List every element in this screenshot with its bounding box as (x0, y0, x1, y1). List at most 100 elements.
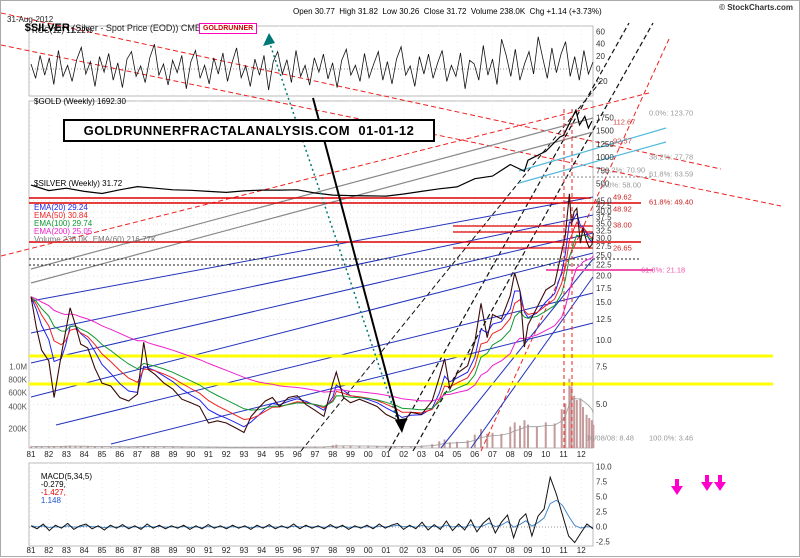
svg-text:01: 01 (382, 450, 391, 459)
svg-text:09: 09 (524, 546, 533, 555)
svg-text:00: 00 (364, 450, 373, 459)
svg-text:12.5: 12.5 (596, 315, 612, 324)
svg-text:10/08/08: 8.48: 10/08/08: 8.48 (586, 434, 634, 443)
svg-text:82: 82 (44, 450, 53, 459)
svg-text:32.5: 32.5 (596, 226, 612, 235)
ema200-legend: EMA(200) 25.05 (34, 227, 93, 236)
svg-text:5.0: 5.0 (596, 400, 608, 409)
svg-text:90: 90 (186, 546, 195, 555)
svg-text:85: 85 (98, 546, 107, 555)
svg-text:750: 750 (596, 166, 610, 175)
svg-text:-20: -20 (596, 77, 608, 86)
svg-text:98: 98 (328, 450, 337, 459)
svg-text:800K: 800K (8, 376, 27, 385)
svg-text:61.8%: 49.40: 61.8%: 49.40 (649, 198, 693, 207)
svg-text:0.0%: 58.00: 0.0%: 58.00 (601, 181, 641, 190)
svg-text:600K: 600K (8, 389, 27, 398)
svg-text:40: 40 (596, 40, 605, 49)
svg-text:61.8%: 63.59: 61.8%: 63.59 (649, 170, 693, 179)
svg-text:0.0%: 123.70: 0.0%: 123.70 (649, 109, 693, 118)
svg-text:85: 85 (98, 450, 107, 459)
svg-text:60: 60 (596, 27, 605, 36)
svg-text:25.0: 25.0 (596, 251, 612, 260)
svg-text:04: 04 (435, 450, 444, 459)
macd-signal-value: -1.427, (40, 488, 66, 497)
svg-text:84: 84 (80, 450, 89, 459)
ema100-legend: EMA(100) 29.74 (34, 219, 93, 228)
svg-text:0: 0 (596, 65, 601, 74)
svg-text:94: 94 (257, 546, 266, 555)
svg-text:1750: 1750 (596, 114, 614, 123)
svg-text:07: 07 (488, 450, 497, 459)
svg-text:45.0: 45.0 (596, 196, 612, 205)
svg-text:06: 06 (470, 546, 479, 555)
svg-text:86: 86 (115, 450, 124, 459)
svg-text:10.0: 10.0 (596, 463, 612, 472)
silver-label: $SILVER (Weekly) 31.72 (34, 179, 123, 188)
ticker-description: (Silver - Spot Price (EOD)) CME (69, 23, 201, 33)
svg-text:99: 99 (346, 546, 355, 555)
svg-text:61.8%: 21.18: 61.8%: 21.18 (641, 266, 685, 275)
svg-text:88: 88 (151, 546, 160, 555)
svg-text:1.0M: 1.0M (9, 363, 27, 372)
svg-text:10.0: 10.0 (596, 336, 612, 345)
svg-text:40.0: 40.0 (596, 207, 612, 216)
svg-text:7.5: 7.5 (596, 362, 608, 371)
svg-text:91: 91 (204, 450, 213, 459)
svg-text:03: 03 (417, 546, 426, 555)
svg-text:38.2%: 77.78: 38.2%: 77.78 (649, 153, 693, 162)
macd-label: MACD(5,34,5) -0.279, -1.427, 1.148 (32, 465, 92, 513)
svg-text:09: 09 (524, 450, 533, 459)
ticker-symbol: $SILVER (24, 22, 70, 34)
ema50-legend: EMA(50) 30.84 (34, 211, 88, 220)
watermark-banner: GOLDRUNNERFRACTALANALYSIS.COM 01-01-12 (63, 119, 435, 142)
gold-label: $GOLD (Weekly) 1692.30 (34, 97, 126, 106)
svg-text:10: 10 (541, 450, 550, 459)
ema20-legend: EMA(20) 29.24 (34, 203, 88, 212)
svg-text:91: 91 (204, 546, 213, 555)
svg-text:04: 04 (435, 546, 444, 555)
svg-text:100.0%: 3.46: 100.0%: 3.46 (649, 434, 693, 443)
svg-text:06: 06 (470, 450, 479, 459)
svg-text:1000: 1000 (596, 153, 614, 162)
svg-text:08: 08 (506, 450, 515, 459)
svg-text:83: 83 (62, 450, 71, 459)
svg-text:95: 95 (275, 450, 284, 459)
svg-text:89: 89 (169, 546, 178, 555)
svg-text:98: 98 (328, 546, 337, 555)
macd-name: MACD(5,34,5) (40, 472, 93, 481)
macd-value: -0.279, (40, 480, 66, 489)
svg-text:48.92: 48.92 (613, 205, 632, 214)
svg-text:97: 97 (311, 450, 320, 459)
macd-hist-value: 1.148 (40, 496, 61, 505)
svg-text:08: 08 (506, 546, 515, 555)
svg-text:12: 12 (577, 546, 586, 555)
svg-text:83: 83 (62, 546, 71, 555)
svg-text:5.0: 5.0 (596, 493, 608, 502)
svg-text:49.62: 49.62 (613, 193, 632, 202)
svg-text:10: 10 (541, 546, 550, 555)
svg-text:94: 94 (257, 450, 266, 459)
svg-text:00: 00 (364, 546, 373, 555)
svg-text:112.67: 112.67 (613, 118, 635, 127)
svg-text:88: 88 (151, 450, 160, 459)
svg-text:35.0: 35.0 (596, 220, 612, 229)
svg-text:38.00: 38.00 (613, 221, 632, 230)
chart-date: 31-Aug-2012 (7, 15, 54, 24)
svg-text:7.5: 7.5 (596, 478, 608, 487)
ohlc-readout: Open 30.77 High 31.82 Low 30.26 Close 31… (293, 7, 602, 16)
svg-text:37.5: 37.5 (596, 213, 612, 222)
svg-text:26.65: 26.65 (613, 244, 632, 253)
svg-text:17.5: 17.5 (596, 284, 612, 293)
svg-text:11: 11 (559, 546, 568, 555)
svg-text:1500: 1500 (596, 127, 614, 136)
svg-text:42.5: 42.5 (596, 202, 612, 211)
svg-text:22.5: 22.5 (596, 261, 612, 270)
svg-text:86: 86 (115, 546, 124, 555)
svg-text:15.0: 15.0 (596, 298, 612, 307)
svg-text:05: 05 (453, 450, 462, 459)
stockcharts-copyright: © StockCharts.com (719, 3, 793, 12)
svg-text:96: 96 (293, 450, 302, 459)
